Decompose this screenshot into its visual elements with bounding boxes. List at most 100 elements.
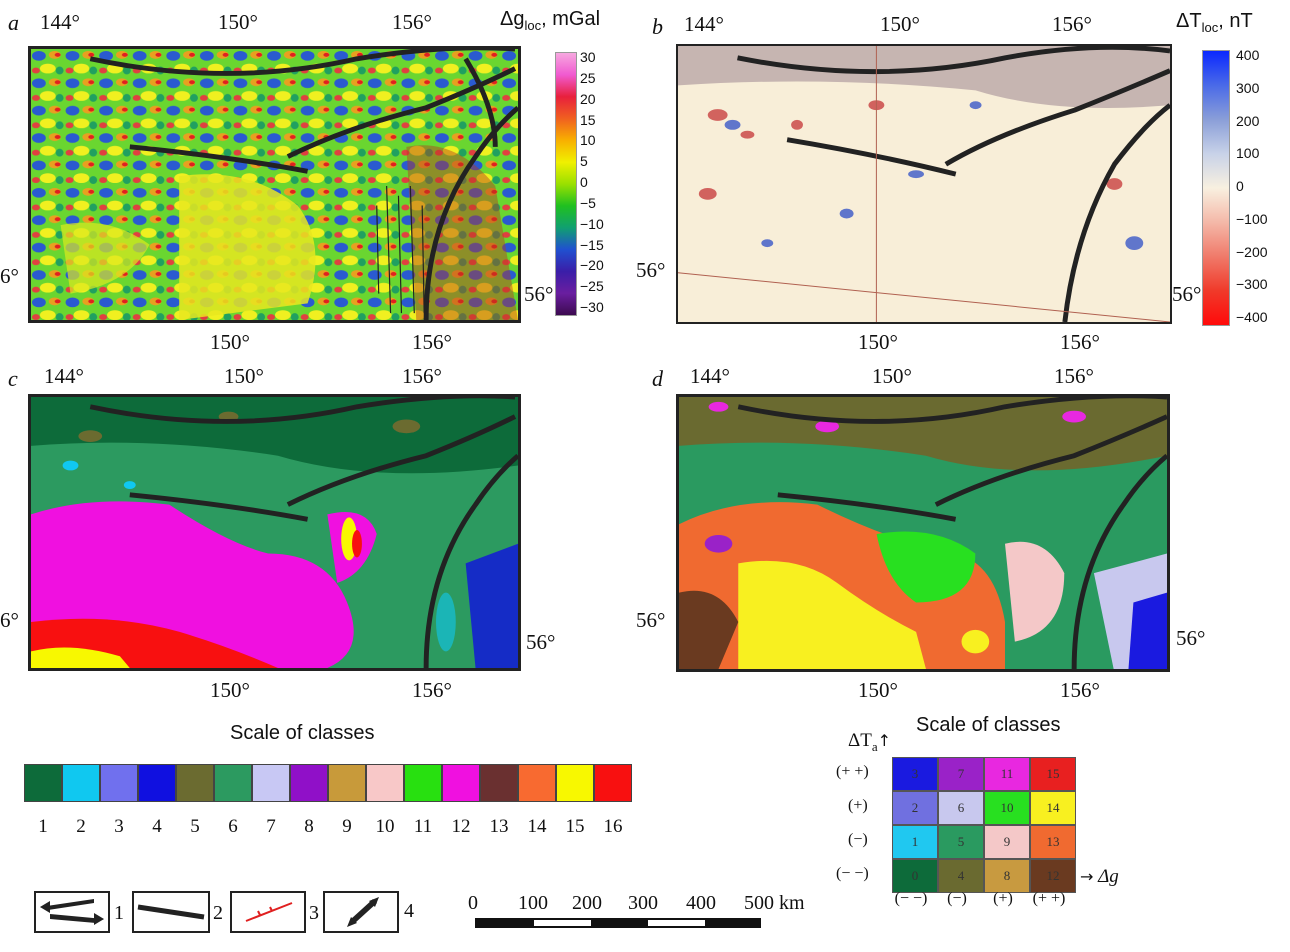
colorbar-title-b: ΔTloc, nT xyxy=(1176,10,1253,35)
class-grid-cell: 5 xyxy=(938,825,984,859)
lat-label-right-d: 56° xyxy=(1176,626,1206,650)
class-swatch xyxy=(518,764,556,802)
class-number: 12 xyxy=(451,816,471,837)
legend-label-2: 2 xyxy=(213,902,223,924)
lat-label-right-c: 56° xyxy=(526,630,556,654)
lat-label-left-b: 56° xyxy=(636,258,666,282)
class-number: 9 xyxy=(342,816,352,837)
colorbar-tick: −5 xyxy=(580,194,596,211)
lat-label-left-a: 6° xyxy=(0,264,19,288)
class-grid-cell: 12 xyxy=(1030,859,1076,893)
colorbar-tick: 0 xyxy=(580,174,588,190)
lon-bottom-156-b: 156° xyxy=(1060,330,1100,354)
up-arrow-icon: ↑ xyxy=(877,731,892,750)
class-grid-cell: 7 xyxy=(938,757,984,791)
class-number: 5 xyxy=(190,816,200,837)
x-axis-label: → Δg xyxy=(1080,866,1119,887)
class-grid-cell: 0 xyxy=(892,859,938,893)
lon-bottom-150-c: 150° xyxy=(210,678,250,702)
class-grid-cell: 14 xyxy=(1030,791,1076,825)
colorbar-b-ticks: 400 300 200 100 0 −100 −200 −300 −400 xyxy=(1236,47,1276,325)
colorbar-a-ticks: 30 25 20 15 10 5 0 −5 −10 −15 −20 −25 −30 xyxy=(580,49,610,315)
colorbar-tick: −200 xyxy=(1236,243,1268,260)
lat-label-right-b: 56° xyxy=(1172,282,1202,306)
panel-letter-b: b xyxy=(652,14,663,39)
right-arrow-icon: → xyxy=(1080,867,1094,886)
class-number: 15 xyxy=(565,816,585,837)
legend-label-1: 1 xyxy=(114,902,124,924)
lon-bottom-156-c: 156° xyxy=(412,678,452,702)
colorbar-tick: 5 xyxy=(580,153,588,170)
scale-bar xyxy=(475,918,761,928)
strike-slip-fault-symbol xyxy=(34,891,110,933)
panel-letter-c: c xyxy=(8,366,18,391)
class-grid-col-label: (− −) xyxy=(894,890,928,907)
class-grid-row-labels: (+ +) (+) (−) (− −) xyxy=(836,757,892,893)
lon-label-156-b: 156° xyxy=(1052,12,1092,36)
lon-label-156: 156° xyxy=(392,10,432,34)
scale-bar-label: 400 xyxy=(686,892,716,914)
class-grid-cell: 8 xyxy=(984,859,1030,893)
class-grid-cell: 9 xyxy=(984,825,1030,859)
class-number: 14 xyxy=(527,816,547,837)
lon-label-150: 150° xyxy=(218,10,258,34)
lon-label-156-c: 156° xyxy=(402,364,442,388)
class-grid-row-label: (− −) xyxy=(836,865,869,882)
scale-of-classes-title-c: Scale of classes xyxy=(230,722,375,744)
class-number: 13 xyxy=(489,816,509,837)
class-grid-row-label: (+ +) xyxy=(836,763,869,780)
class-number: 2 xyxy=(76,816,86,837)
class-swatch xyxy=(594,764,632,802)
class-grid-col-label: (+) xyxy=(993,890,1013,907)
colorbar-tick: −15 xyxy=(580,236,604,253)
lon-bottom-156-a: 156° xyxy=(412,330,452,354)
class-grid: 3 7 11 15 2 6 10 14 1 5 9 13 0 4 8 12 xyxy=(892,757,1076,893)
magnetic-anomaly-map xyxy=(676,44,1172,324)
lon-label-150-b: 150° xyxy=(880,12,920,36)
lon-label-150-d: 150° xyxy=(872,364,912,388)
panel-letter-a: a xyxy=(8,10,19,35)
class-grid-cell: 15 xyxy=(1030,757,1076,791)
colorbar-tick: −10 xyxy=(580,215,604,232)
scale-bar-label: 300 xyxy=(628,892,658,914)
scale-bar-label: 500 km xyxy=(744,892,805,914)
class-swatch xyxy=(62,764,100,802)
class-swatch xyxy=(404,764,442,802)
panel-letter-d: d xyxy=(652,366,663,391)
class-grid-cell: 2 xyxy=(892,791,938,825)
scale-bar-labels: 0 100 200 300 400 500 km xyxy=(460,892,820,916)
colorbar-tick: −300 xyxy=(1236,276,1268,293)
class-grid-cell: 13 xyxy=(1030,825,1076,859)
scale-of-classes-title-d: Scale of classes xyxy=(916,714,1061,736)
class-grid-cell: 10 xyxy=(984,791,1030,825)
colorbar-title-a: Δgloc, mGal xyxy=(500,8,601,33)
lon-label-150-c: 150° xyxy=(224,364,264,388)
class-swatch xyxy=(252,764,290,802)
classification-map-d xyxy=(676,394,1170,672)
class-grid-col-label: (−) xyxy=(947,890,967,907)
colorbar-tick: −30 xyxy=(580,299,604,315)
class-swatch xyxy=(176,764,214,802)
lon-label-144-b: 144° xyxy=(684,12,724,36)
class-grid-col-label: (+ +) xyxy=(1032,890,1066,907)
colorbar-b xyxy=(1202,50,1230,326)
class-swatch xyxy=(100,764,138,802)
lon-label-156-d: 156° xyxy=(1054,364,1094,388)
class-number: 1 xyxy=(38,816,48,837)
class-number: 7 xyxy=(266,816,276,837)
red-line-symbol xyxy=(230,891,306,933)
y-axis-label: ΔTa↑ xyxy=(848,730,892,754)
fault-line-symbol xyxy=(132,891,210,933)
colorbar-tick: 10 xyxy=(580,132,596,149)
lon-bottom-156-d: 156° xyxy=(1060,678,1100,702)
class-number: 3 xyxy=(114,816,124,837)
colorbar-tick: −100 xyxy=(1236,210,1268,227)
colorbar-tick: 200 xyxy=(1236,112,1260,129)
colorbar-tick: 300 xyxy=(1236,79,1260,96)
lat-label-left-c: 6° xyxy=(0,608,19,632)
class-swatch xyxy=(480,764,518,802)
colorbar-tick: 30 xyxy=(580,49,596,65)
class-grid-col-labels: (− −) (−) (+) (+ +) xyxy=(886,890,1086,910)
lon-label-144: 144° xyxy=(40,10,80,34)
colorbar-tick: 100 xyxy=(1236,145,1260,162)
